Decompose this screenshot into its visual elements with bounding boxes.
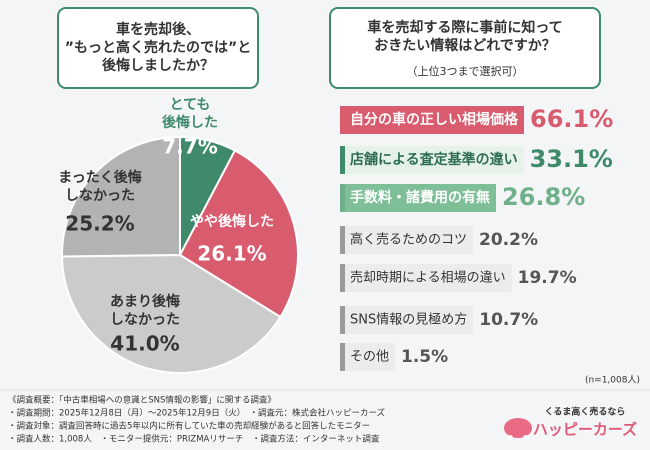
list-row: 自分の車の正しい相場価格 66.1% (340, 105, 613, 134)
label-box (340, 106, 524, 134)
title-box (329, 7, 601, 89)
logo-wheel (523, 435, 529, 441)
bar-title: 車を売却する際に事前に知っておきたい情報はどれですか？ (367, 19, 562, 54)
pie-slice (60, 253, 282, 374)
label-marker (340, 306, 345, 334)
pie-title: 車を売却後、”もっと高く売れたのでは”と後悔しましたか？ (65, 21, 251, 74)
slice-value: 26.1% (197, 242, 266, 266)
label-marker (340, 106, 345, 134)
slice-value: 41.0% (110, 332, 179, 356)
logo-tagline: くるま高く売るなら (545, 406, 626, 418)
label-box (340, 226, 474, 254)
label-marker (340, 264, 345, 292)
slice-value: 25.2% (65, 212, 134, 236)
value-label: 19.7% (518, 268, 577, 288)
value-label: 66.1% (530, 105, 613, 133)
value-label: 10.7% (479, 310, 538, 330)
label-marker (340, 226, 345, 254)
label-box (340, 184, 496, 212)
value-label: 33.1% (530, 145, 613, 173)
category-label: 売却時期による相場の違い (350, 270, 506, 286)
logo-name: ハッピーカーズ (533, 421, 637, 439)
label-marker (340, 343, 345, 371)
category-label: 高く売るためのコツ (350, 232, 467, 248)
value-label: 1.5% (401, 347, 448, 367)
category-label: 自分の車の正しい相場価格 (350, 111, 519, 128)
category-label: 店舗による査定基準の違い (350, 151, 518, 168)
title-box (57, 7, 259, 89)
label-box (340, 146, 524, 174)
logo: くるま高く売るなら ハッピーカーズ (504, 406, 637, 441)
pie-slice (61, 135, 181, 258)
bar-subtitle: （上位3つまで選択可） (407, 64, 524, 78)
category-label: その他 (350, 350, 389, 365)
footer-line: 《調査概要：「中古車相場への意識とSNS情報の影響」に関する調査》 (8, 395, 276, 406)
footer-line: ・調査期間：2025年12月8日（月）～2025年12月9日（火） ・調査元：株… (8, 408, 386, 419)
logo-wheel (507, 435, 513, 441)
label-box (340, 306, 474, 334)
label-box (340, 343, 396, 371)
list-row: SNS情報の見極め方 10.7% (340, 306, 538, 334)
footer-line: ・調査人数：1,008人 ・モニター提供元：PRIZMAリサーチ ・調査方法：イ… (8, 434, 380, 445)
label-marker (340, 146, 345, 174)
slice-label: あまり後悔しなかった (110, 293, 180, 328)
slice-label: まったく後悔しなかった (58, 169, 141, 204)
list-row: 手数料・諸費用の有無 26.8% (340, 183, 585, 212)
pie-slice (178, 149, 299, 319)
category-label: SNS情報の見極め方 (350, 312, 467, 328)
slice-label: とても後悔した (162, 97, 218, 131)
list-row: 店舗による査定基準の違い 33.1% (340, 145, 613, 174)
sample-note: (n=1,008人) (585, 375, 640, 386)
footer-line: ・調査対象：調査回答時に過去5年以内に所有していた車の売却経験があると回答したモ… (8, 421, 370, 432)
value-label: 26.8% (502, 183, 585, 211)
list-row: その他 1.5% (340, 343, 448, 371)
list-row: 高く売るためのコツ 20.2% (340, 226, 538, 254)
category-label: 手数料・諸費用の有無 (350, 189, 490, 206)
label-box (340, 264, 512, 292)
slice-label: やや後悔した (190, 213, 274, 230)
label-marker (340, 184, 345, 212)
slice-value: 7.7% (162, 135, 217, 159)
value-label: 20.2% (479, 230, 538, 250)
logo-icon (504, 418, 532, 438)
list-row: 売却時期による相場の違い 19.7% (340, 264, 577, 292)
